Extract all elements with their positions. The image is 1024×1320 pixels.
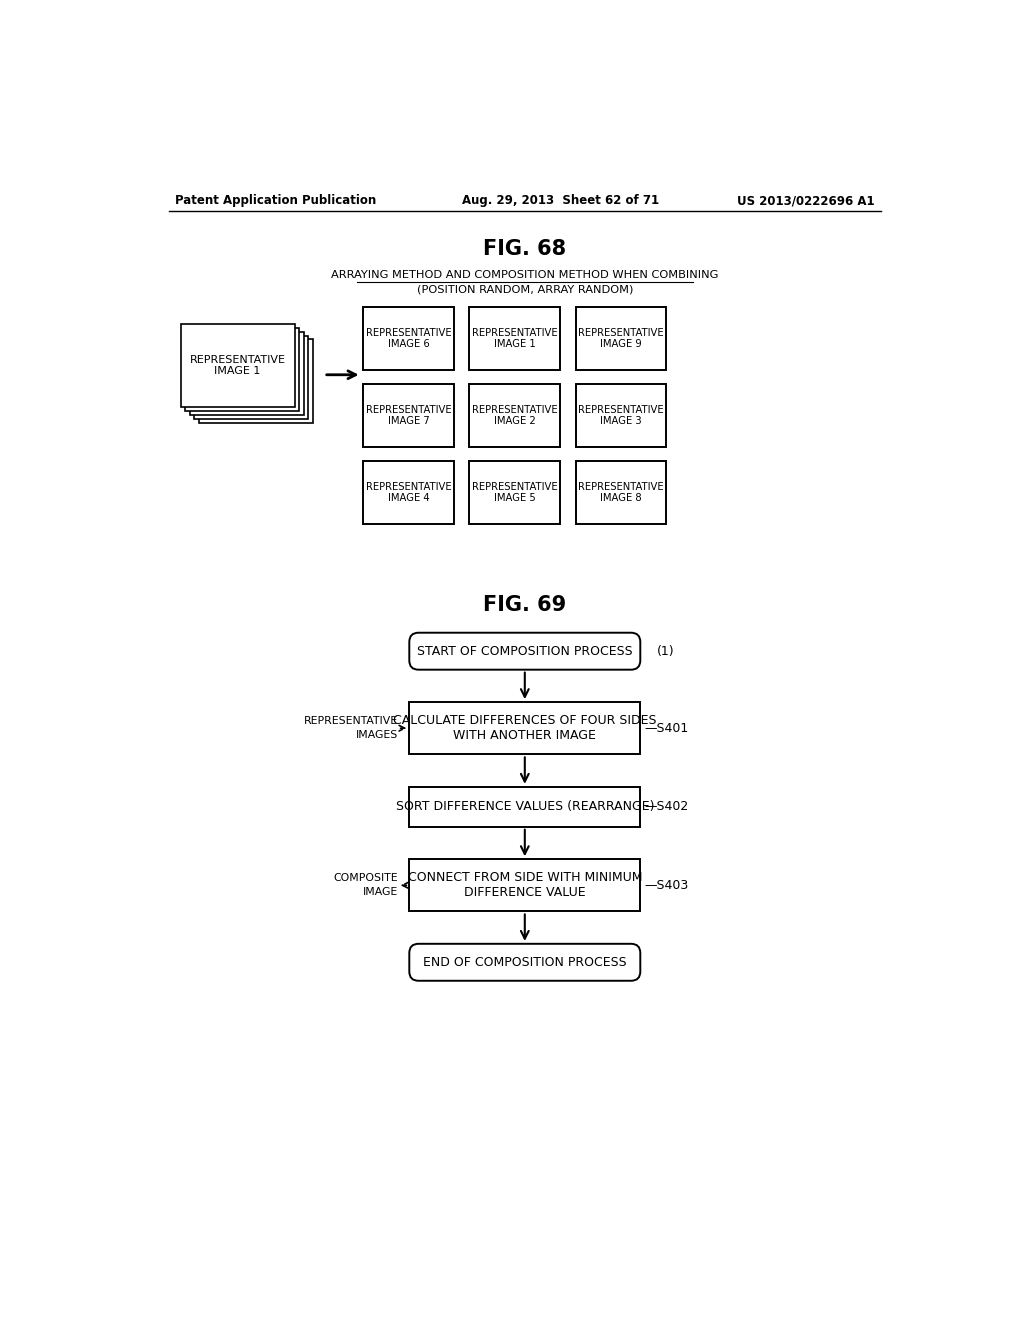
Text: FIG. 68: FIG. 68: [483, 239, 566, 259]
Bar: [364, 308, 454, 370]
Text: —S402: —S402: [644, 800, 688, 813]
Text: Patent Application Publication: Patent Application Publication: [175, 194, 377, 207]
Text: SORT DIFFERENCE VALUES (REARRANGE): SORT DIFFERENCE VALUES (REARRANGE): [395, 800, 654, 813]
Text: START OF COMPOSITION PROCESS: START OF COMPOSITION PROCESS: [417, 644, 633, 657]
Text: REPRESENTATIVE: REPRESENTATIVE: [304, 717, 397, 726]
Text: REPRESENTATIVE
IMAGE 6: REPRESENTATIVE IMAGE 6: [366, 327, 452, 350]
Text: END OF COMPOSITION PROCESS: END OF COMPOSITION PROCESS: [423, 956, 627, 969]
Text: CALCULATE DIFFERENCES OF FOUR SIDES
WITH ANOTHER IMAGE: CALCULATE DIFFERENCES OF FOUR SIDES WITH…: [393, 714, 656, 742]
Bar: [575, 461, 667, 524]
Bar: [469, 461, 560, 524]
Bar: [364, 384, 454, 447]
Text: REPRESENTATIVE
IMAGE 5: REPRESENTATIVE IMAGE 5: [472, 482, 558, 503]
Text: FIG. 69: FIG. 69: [483, 595, 566, 615]
Text: REPRESENTATIVE
IMAGE 7: REPRESENTATIVE IMAGE 7: [366, 405, 452, 426]
Text: REPRESENTATIVE
IMAGE 9: REPRESENTATIVE IMAGE 9: [579, 327, 664, 350]
FancyBboxPatch shape: [410, 944, 640, 981]
Text: COMPOSITE: COMPOSITE: [333, 874, 397, 883]
Text: REPRESENTATIVE
IMAGE 1: REPRESENTATIVE IMAGE 1: [189, 355, 286, 376]
Bar: [469, 308, 560, 370]
Bar: [199, 339, 313, 422]
Text: REPRESENTATIVE
IMAGE 1: REPRESENTATIVE IMAGE 1: [472, 327, 558, 350]
Bar: [410, 702, 640, 755]
Bar: [469, 384, 560, 447]
Bar: [364, 461, 454, 524]
Text: REPRESENTATIVE
IMAGE 3: REPRESENTATIVE IMAGE 3: [579, 405, 664, 426]
Text: ARRAYING METHOD AND COMPOSITION METHOD WHEN COMBINING: ARRAYING METHOD AND COMPOSITION METHOD W…: [331, 271, 719, 280]
Text: CONNECT FROM SIDE WITH MINIMUM
DIFFERENCE VALUE: CONNECT FROM SIDE WITH MINIMUM DIFFERENC…: [408, 871, 642, 899]
Text: IMAGE: IMAGE: [362, 887, 397, 898]
Bar: [410, 859, 640, 911]
Text: US 2013/0222696 A1: US 2013/0222696 A1: [736, 194, 874, 207]
Text: REPRESENTATIVE
IMAGE 8: REPRESENTATIVE IMAGE 8: [579, 482, 664, 503]
Text: —S403: —S403: [644, 879, 688, 892]
Bar: [575, 308, 667, 370]
Bar: [575, 384, 667, 447]
Text: REPRESENTATIVE
IMAGE 4: REPRESENTATIVE IMAGE 4: [366, 482, 452, 503]
Bar: [189, 331, 304, 414]
Bar: [410, 787, 640, 826]
Bar: [195, 335, 308, 418]
Bar: [180, 323, 295, 407]
FancyBboxPatch shape: [410, 632, 640, 669]
Text: IMAGES: IMAGES: [355, 730, 397, 741]
Text: REPRESENTATIVE
IMAGE 2: REPRESENTATIVE IMAGE 2: [472, 405, 558, 426]
Text: (POSITION RANDOM, ARRAY RANDOM): (POSITION RANDOM, ARRAY RANDOM): [417, 284, 633, 294]
Text: Aug. 29, 2013  Sheet 62 of 71: Aug. 29, 2013 Sheet 62 of 71: [462, 194, 658, 207]
Text: —S401: —S401: [644, 722, 688, 735]
Text: (1): (1): [657, 644, 675, 657]
Bar: [185, 327, 299, 411]
